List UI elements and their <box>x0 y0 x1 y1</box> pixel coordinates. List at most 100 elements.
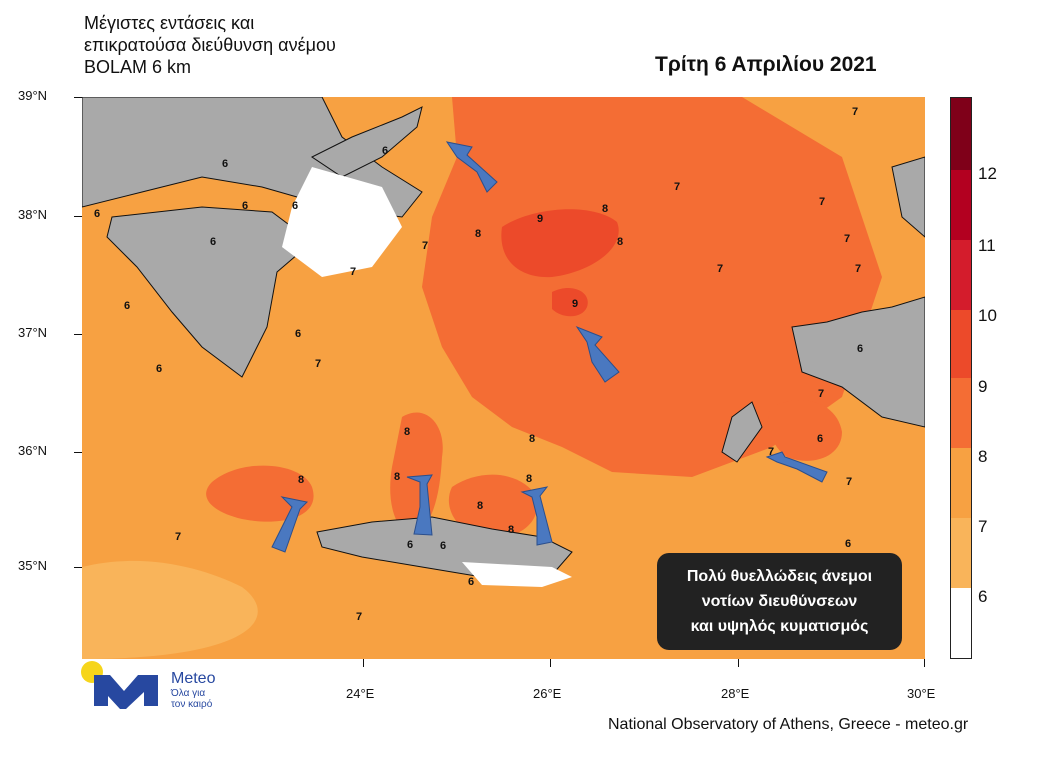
colorbar-segment-7 <box>951 448 971 518</box>
map-title: Μέγιστες εντάσεις και επικρατούσα διεύθυ… <box>84 12 336 78</box>
band-8-zone <box>422 97 882 477</box>
wind-arrow-crete-west <box>406 474 433 536</box>
lon-tick <box>550 659 551 667</box>
land-rhodes <box>721 401 763 463</box>
lon-tick <box>924 659 925 667</box>
contour-label: 6 <box>222 158 228 170</box>
lat-tick <box>74 567 82 568</box>
contour-label: 7 <box>819 196 825 208</box>
colorbar-label-8: 8 <box>978 447 988 466</box>
wind-arrow-kythira <box>271 496 309 553</box>
wind-arrow-rhodes <box>765 451 828 483</box>
contour-label: 8 <box>508 524 514 536</box>
colorbar-segment-9 <box>951 310 971 378</box>
contour-label: 6 <box>468 576 474 588</box>
land-turkey-north <box>891 156 925 238</box>
colorbar-segment-11 <box>951 170 971 240</box>
warning-line-1: Πολύ θυελλώδεις άνεμοι <box>686 568 873 585</box>
colorbar-segment-12 <box>951 98 971 170</box>
wind-arrow-north <box>445 141 498 193</box>
contour-label: 6 <box>210 236 216 248</box>
logo-tagline: Όλα για τον καιρό <box>171 688 212 710</box>
lat-label-35: 35°N <box>18 558 48 573</box>
wind-arrow-aegean <box>575 325 620 383</box>
contour-label: 6 <box>156 363 162 375</box>
contour-label: 7 <box>846 476 852 488</box>
meteo-logo <box>81 661 158 709</box>
contour-label: 7 <box>674 181 680 193</box>
logo-tagline-2: τον καιρό <box>171 699 213 710</box>
calm-crete-south <box>462 562 572 587</box>
contour-label: 8 <box>526 473 532 485</box>
lon-tick <box>363 659 364 667</box>
lon-label-30: 30°E <box>907 686 936 701</box>
contour-label: 7 <box>818 388 824 400</box>
contour-label: 8 <box>529 433 535 445</box>
colorbar-segment-8 <box>951 378 971 448</box>
land-evia <box>311 106 423 178</box>
logo-m-icon <box>94 675 158 709</box>
warning-line-2: νοτίων διευθύνσεων <box>701 593 858 610</box>
contour-label: 6 <box>295 328 301 340</box>
contour-label: 6 <box>242 200 248 212</box>
contour-label: 8 <box>617 236 623 248</box>
warning-line-3: και υψηλός κυματισμός <box>690 618 869 635</box>
contour-label: 6 <box>857 343 863 355</box>
wind-arrow-crete-east <box>520 486 553 546</box>
colorbar-label-12: 12 <box>978 164 997 183</box>
title-line-1: Μέγιστες εντάσεις και <box>84 13 255 33</box>
land-peloponnese <box>106 206 313 378</box>
colorbar-label-9: 9 <box>978 377 988 396</box>
title-line-2: επικρατούσα διεύθυνση ανέμου <box>84 35 336 55</box>
lon-label-28: 28°E <box>721 686 750 701</box>
lat-label-36: 36°N <box>18 443 48 458</box>
contour-label: 8 <box>404 426 410 438</box>
contour-label: 7 <box>175 531 181 543</box>
contour-label: 7 <box>768 446 774 458</box>
logo-name: Meteo <box>171 670 216 687</box>
contour-label: 7 <box>422 240 428 252</box>
lon-label-26: 26°E <box>533 686 562 701</box>
contour-label: 9 <box>537 213 543 225</box>
band-8-rhodes <box>767 400 842 461</box>
contour-label: 6 <box>382 145 388 157</box>
contour-label: 7 <box>315 358 321 370</box>
lat-tick <box>74 97 82 98</box>
contour-label: 7 <box>350 266 356 278</box>
wind-map: 7 6 6 6 6 6 6 6 6 6 6 6 6 6 6 6 7 7 7 7 … <box>82 97 925 659</box>
band-9-north <box>501 209 619 278</box>
colorbar-label-11: 11 <box>978 236 996 255</box>
land-turkey-southwest <box>791 296 925 428</box>
contour-label: 6 <box>817 433 823 445</box>
contour-label: 8 <box>477 500 483 512</box>
contour-label: 6 <box>407 539 413 551</box>
band-8-crete-west <box>206 465 314 522</box>
colorbar-segment-low <box>951 588 971 658</box>
calm-attica <box>282 167 402 277</box>
lat-tick <box>74 334 82 335</box>
lon-label-24: 24°E <box>346 686 375 701</box>
band-8-crete-central <box>448 474 538 538</box>
title-line-3: BOLAM 6 km <box>84 57 192 77</box>
contour-label: 8 <box>475 228 481 240</box>
contour-label: 6 <box>292 200 298 212</box>
lat-label-39: 39°N <box>18 88 48 103</box>
contour-label: 6 <box>845 538 851 550</box>
contour-label: 8 <box>602 203 608 215</box>
lat-label-37: 37°N <box>18 325 48 340</box>
colorbar-segment-6 <box>951 518 971 588</box>
contour-label: 9 <box>572 298 578 310</box>
band-9-dodecanese <box>552 287 588 317</box>
calm-zones <box>282 167 572 587</box>
lon-tick <box>738 659 739 667</box>
colorbar <box>950 97 972 659</box>
contour-label: 6 <box>124 300 130 312</box>
contour-label: 6 <box>440 540 446 552</box>
contour-labels: 7 6 6 6 6 6 6 6 6 6 6 6 6 6 6 6 7 7 7 7 … <box>94 106 863 623</box>
contour-label: 7 <box>852 106 858 118</box>
lat-tick <box>74 216 82 217</box>
contour-label: 7 <box>717 263 723 275</box>
colorbar-label-10: 10 <box>978 306 997 325</box>
colorbar-label-7: 7 <box>978 517 988 536</box>
contour-label: 6 <box>94 208 100 220</box>
